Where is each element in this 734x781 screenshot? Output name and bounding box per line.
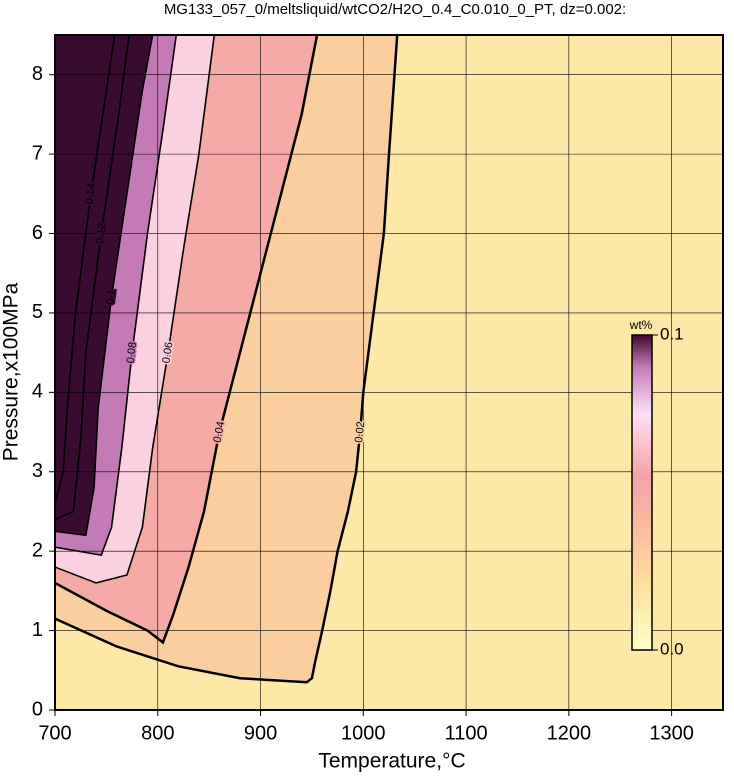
x-tick-label: 1100 [445,722,488,744]
y-tick-label: 6 [32,222,43,244]
contour-fill [55,35,115,504]
contour-label: 0.06 [160,341,175,364]
contour-line [55,35,178,557]
y-axis-label: Pressure,x100MPa [0,282,23,461]
contour-label: 0.04 [211,420,227,443]
colorbar-label: wt% [629,318,653,332]
contour-label: 0.14 [84,182,99,205]
x-tick-label: 800 [141,722,174,744]
contour-line [55,35,399,684]
x-tick-label: 1200 [547,722,592,744]
y-tick-label: 0 [32,698,43,720]
y-tick-label: 3 [32,460,43,482]
colorbar [631,334,653,651]
contour-label: 0.1 [105,289,119,306]
contour-line [55,35,154,537]
contour-label: 0.12 [94,222,109,245]
y-tick-label: 1 [32,619,43,641]
contour-label: 0.02 [353,421,367,444]
plot-frame [54,34,724,711]
x-tick-label: 700 [38,722,71,744]
y-tick-label: 2 [32,539,43,561]
y-tick-label: 4 [32,381,43,403]
x-tick-label: 1300 [649,722,694,744]
y-tick-label: 7 [32,142,43,164]
y-tick-label: 8 [32,63,43,85]
contour-line [55,35,319,645]
contour-label: 0.08 [125,341,139,364]
colorbar-tick-label: 0.1 [660,324,684,343]
contour-line [55,35,216,584]
y-tick-label: 5 [32,301,43,323]
chart-title: MG133_057_0/meltsliquid/wtCO2/H2O_0.4_C0… [164,1,626,18]
x-tick-label: 1000 [341,722,386,744]
x-axis-label: Temperature,°C [318,750,465,773]
x-tick-label: 900 [244,722,277,744]
colorbar-tick-label: 0.0 [660,639,684,658]
contour-line [55,35,116,504]
contour-line [55,35,130,521]
